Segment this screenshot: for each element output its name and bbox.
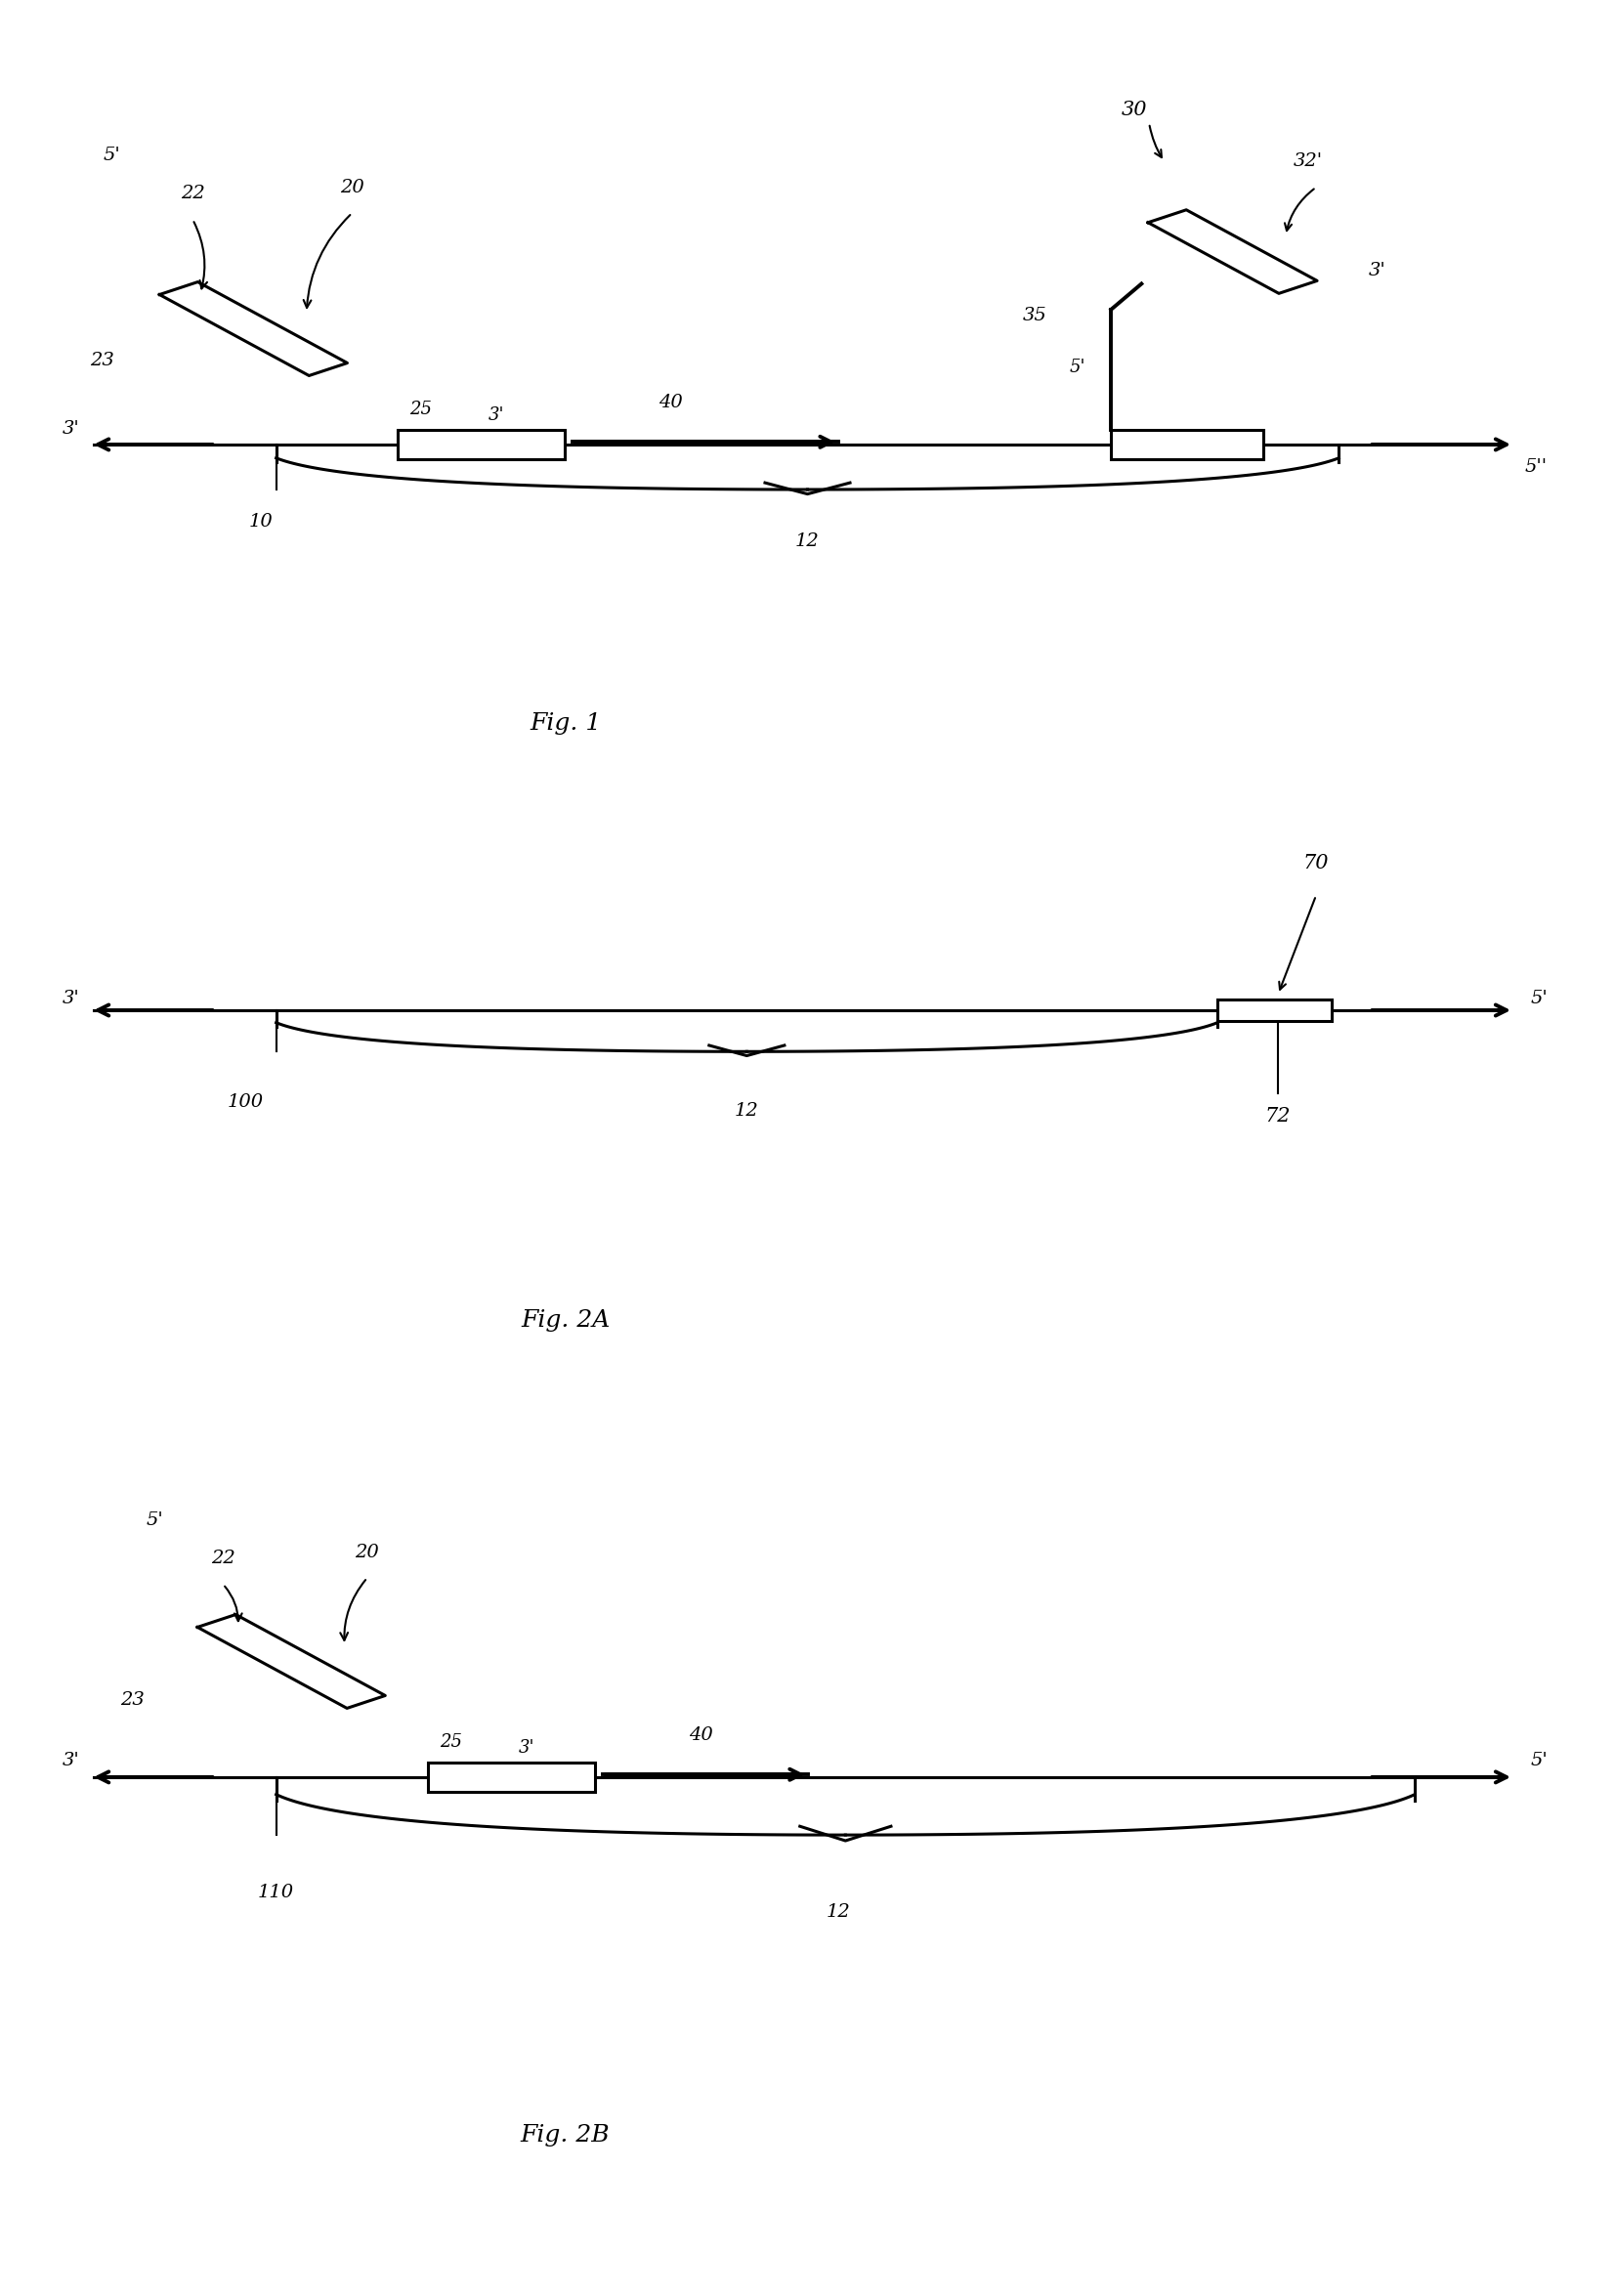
Text: 5': 5' — [1531, 1752, 1547, 1770]
Text: 3': 3' — [518, 1740, 535, 1756]
Text: 5': 5' — [1069, 358, 1085, 377]
Text: 32': 32' — [1294, 154, 1323, 170]
Text: Fig. 1: Fig. 1 — [530, 712, 601, 735]
Text: 5': 5' — [103, 147, 121, 163]
Text: 3': 3' — [63, 1752, 79, 1770]
Text: 5': 5' — [145, 1511, 163, 1529]
Text: 12: 12 — [825, 1903, 849, 1922]
Polygon shape — [1148, 209, 1318, 294]
Text: 12: 12 — [735, 1102, 759, 1120]
Text: 23: 23 — [120, 1692, 144, 1708]
Text: 10: 10 — [249, 512, 273, 530]
Text: 23: 23 — [89, 351, 113, 370]
Text: 40: 40 — [659, 395, 683, 411]
Bar — [397, 429, 565, 459]
Text: 5'': 5'' — [1525, 459, 1547, 475]
Polygon shape — [197, 1614, 386, 1708]
Text: 5': 5' — [1531, 990, 1547, 1008]
Text: 12: 12 — [796, 533, 819, 549]
Text: 72: 72 — [1265, 1107, 1290, 1125]
Text: Fig. 2B: Fig. 2B — [520, 2124, 610, 2147]
Text: 35: 35 — [1024, 308, 1047, 324]
Text: 110: 110 — [258, 1885, 294, 1901]
Text: 22: 22 — [181, 186, 205, 202]
Text: 22: 22 — [212, 1550, 236, 1568]
Text: 3': 3' — [1368, 262, 1386, 280]
Text: Fig. 2A: Fig. 2A — [520, 1309, 610, 1332]
Text: 20: 20 — [341, 179, 363, 195]
Text: 3': 3' — [63, 990, 79, 1008]
Text: 3': 3' — [488, 406, 504, 425]
Text: 40: 40 — [690, 1727, 714, 1745]
Text: 100: 100 — [228, 1093, 263, 1111]
Bar — [1111, 429, 1263, 459]
Text: 20: 20 — [355, 1543, 380, 1561]
Bar — [428, 1763, 594, 1791]
Bar — [1218, 1001, 1331, 1019]
Text: 70: 70 — [1303, 854, 1329, 872]
Text: 30: 30 — [1121, 101, 1147, 119]
Text: 25: 25 — [409, 400, 431, 418]
Text: 3': 3' — [63, 420, 79, 436]
Text: 25: 25 — [439, 1733, 462, 1750]
Polygon shape — [160, 282, 347, 377]
